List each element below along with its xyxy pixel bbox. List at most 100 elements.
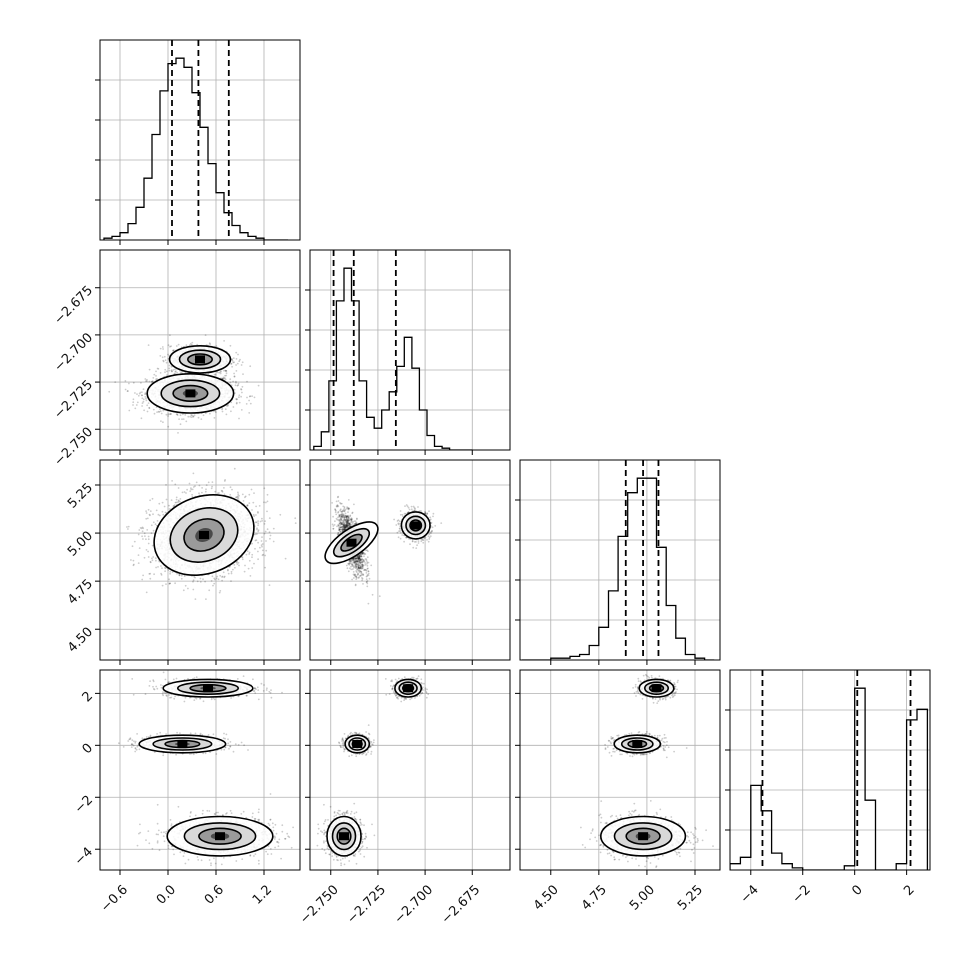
sample-point	[209, 412, 211, 415]
sample-point	[143, 556, 146, 559]
sample-point	[253, 562, 255, 565]
sample-point	[255, 514, 257, 516]
sample-point	[234, 566, 236, 569]
sample-point	[147, 538, 150, 541]
sample-point	[163, 505, 166, 508]
sample-point	[253, 396, 256, 399]
sample-point	[192, 472, 195, 475]
sample-point	[169, 345, 171, 348]
sample-point	[227, 404, 230, 406]
sample-point	[141, 397, 144, 400]
sample-point	[169, 582, 172, 585]
sample-point	[124, 388, 127, 391]
sample-point	[143, 409, 146, 412]
sample-point	[195, 481, 198, 484]
sample-point	[160, 420, 162, 422]
sample-point	[163, 355, 166, 358]
sample-point	[174, 582, 177, 585]
sample-point	[189, 415, 192, 418]
sample-point	[229, 381, 232, 384]
sample-point	[236, 495, 239, 498]
sample-point	[161, 501, 164, 504]
sample-point	[202, 414, 205, 417]
sample-point	[263, 487, 266, 490]
sample-point	[201, 487, 204, 489]
sample-point	[248, 395, 251, 398]
sample-point	[151, 380, 153, 383]
sample-point	[145, 510, 148, 512]
sample-point	[237, 382, 240, 385]
sample-point	[246, 396, 248, 399]
sample-point	[174, 371, 177, 373]
sample-point	[269, 537, 271, 540]
sample-point	[224, 374, 226, 377]
sample-point	[241, 385, 244, 388]
sample-point	[156, 520, 159, 522]
sample-point	[224, 479, 227, 481]
sample-point	[157, 513, 160, 516]
sample-point	[259, 520, 262, 523]
sample-point	[147, 535, 150, 538]
sample-point	[247, 567, 250, 570]
sample-point	[244, 495, 247, 498]
sample-point	[175, 345, 178, 347]
sample-point	[248, 551, 251, 554]
sample-point	[235, 398, 238, 400]
sample-point	[176, 414, 179, 416]
sample-point	[235, 398, 238, 401]
sample-point	[172, 349, 175, 352]
sample-point	[241, 493, 244, 496]
sample-point	[168, 508, 171, 510]
sample-point	[141, 530, 144, 533]
sample-point	[173, 504, 176, 506]
sample-point	[148, 368, 151, 371]
sample-point	[233, 564, 236, 566]
sample-point	[165, 413, 168, 416]
sample-point	[216, 575, 219, 578]
sample-point	[255, 505, 257, 508]
sample-point	[241, 558, 244, 561]
sample-point	[238, 401, 241, 404]
sample-point	[214, 490, 217, 493]
sample-point	[233, 361, 236, 364]
sample-point	[172, 349, 174, 352]
sample-point	[225, 370, 228, 372]
sample-point	[204, 580, 207, 583]
sample-point	[173, 349, 175, 351]
panel-contents	[108, 334, 260, 434]
sample-point	[254, 547, 256, 550]
sample-point	[194, 598, 197, 600]
sample-point	[167, 415, 170, 417]
sample-point	[229, 344, 232, 347]
sample-point	[178, 574, 181, 577]
sample-point	[213, 577, 216, 580]
sample-point	[143, 532, 146, 535]
sample-point	[231, 488, 233, 491]
sample-point	[136, 401, 139, 404]
sample-point	[223, 340, 226, 342]
sample-point	[141, 405, 144, 407]
sample-point	[269, 534, 272, 537]
sample-point	[156, 378, 159, 380]
sample-point	[204, 334, 207, 336]
sample-point	[246, 504, 249, 506]
sample-point	[248, 399, 251, 402]
sample-point	[224, 378, 227, 381]
sample-point	[140, 394, 143, 397]
sample-point	[232, 357, 235, 359]
sample-point	[251, 567, 254, 569]
sample-point	[265, 549, 268, 552]
sample-point	[158, 502, 161, 505]
sample-point	[168, 504, 170, 507]
sample-point	[224, 370, 227, 372]
sample-point	[124, 380, 127, 382]
sample-point	[254, 521, 257, 524]
sample-point	[249, 365, 252, 368]
sample-point	[175, 413, 178, 415]
sample-point	[197, 416, 200, 419]
sample-point	[108, 390, 111, 393]
sample-point	[133, 563, 135, 566]
sample-point	[168, 369, 171, 372]
sample-point	[261, 536, 263, 538]
sample-point	[155, 559, 157, 562]
